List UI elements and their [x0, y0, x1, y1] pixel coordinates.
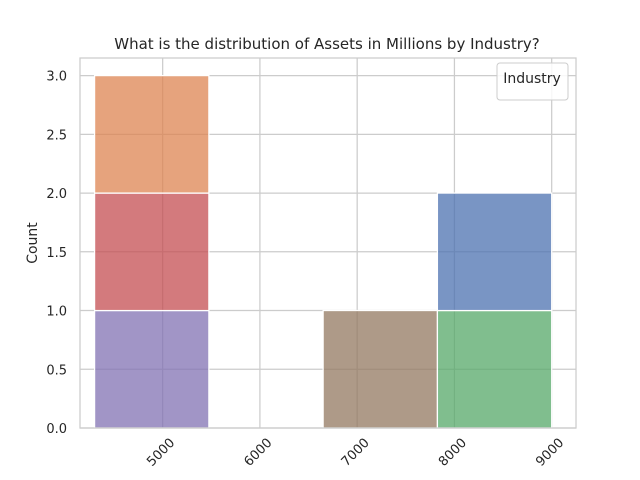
x-tick-labels: 5000 6000 7000 8000 9000 — [144, 436, 567, 470]
x-tick-label: 7000 — [339, 436, 373, 470]
y-tick-label: 2.5 — [46, 128, 67, 143]
y-axis-label: Count — [25, 222, 41, 264]
y-tick-label: 0.0 — [46, 422, 67, 437]
plot-frame — [79, 57, 577, 429]
histogram-bar — [93, 309, 210, 429]
y-tick-label: 0.5 — [46, 363, 67, 378]
x-tick-label: 6000 — [241, 436, 275, 470]
histogram-bar — [93, 74, 210, 194]
legend: Industry — [496, 62, 569, 101]
bars — [93, 74, 553, 429]
histogram-bar — [322, 309, 439, 429]
histogram-bar — [436, 309, 553, 429]
y-tick-label: 1.5 — [46, 246, 67, 261]
histogram-bar — [93, 192, 210, 312]
legend-title: Industry — [503, 71, 561, 87]
legend-box — [496, 62, 569, 101]
y-tick-label: 3.0 — [46, 70, 67, 85]
x-tick-label: 9000 — [533, 436, 567, 470]
chart-title: What is the distribution of Assets in Mi… — [114, 35, 540, 53]
x-tick-label: 8000 — [436, 436, 470, 470]
y-tick-label: 1.0 — [46, 305, 67, 320]
x-tick-label: 5000 — [144, 436, 178, 470]
y-tick-label: 2.0 — [46, 187, 67, 202]
y-tick-labels: 0.0 0.5 1.0 1.5 2.0 2.5 3.0 — [46, 70, 67, 437]
histogram-bar — [436, 192, 553, 312]
